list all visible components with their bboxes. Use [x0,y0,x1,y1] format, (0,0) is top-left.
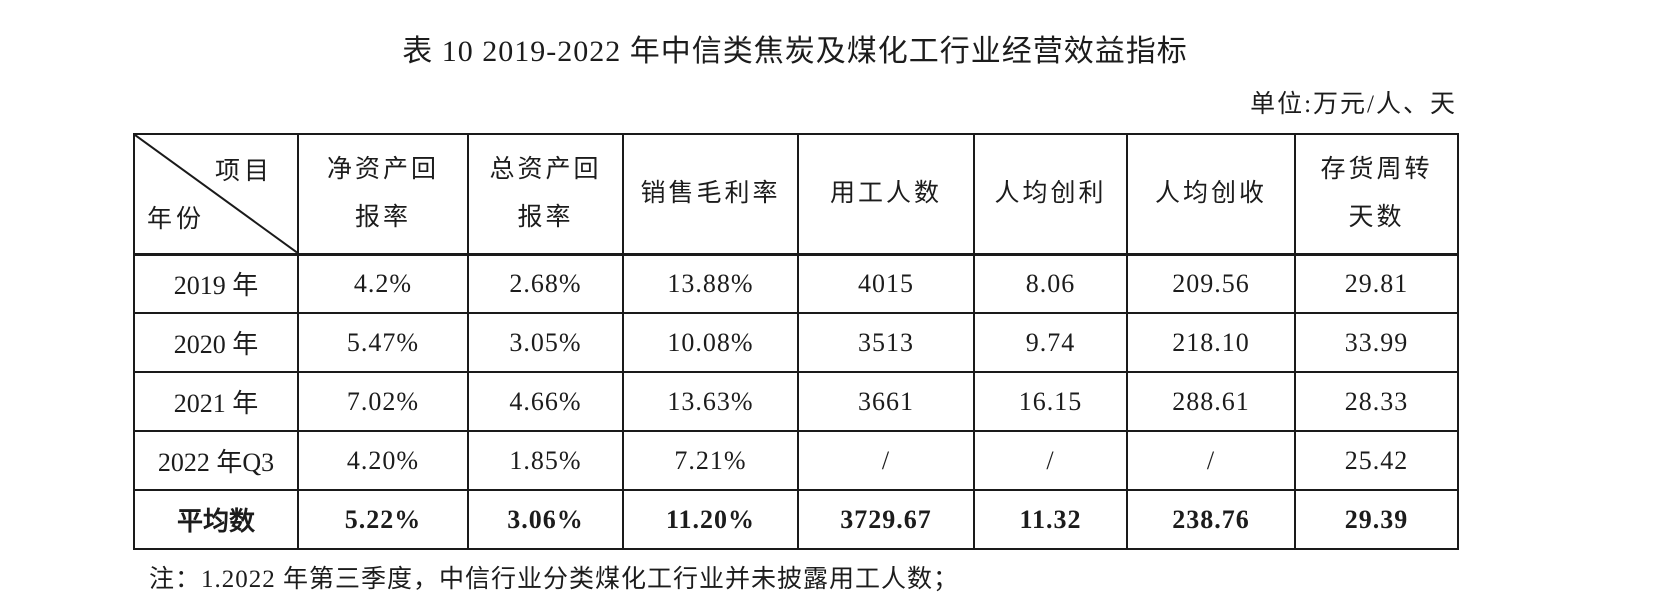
diagonal-divider-line [135,135,297,253]
year-cell: 2022 年Q3 [133,430,299,491]
header-cell-gross-margin: 销售毛利率 [622,133,799,256]
table-title: 表 10 2019-2022 年中信类焦炭及煤化工行业经营效益指标 [402,35,1188,68]
footnote: 注：1.2022 年第三季度，中信行业分类煤化工行业并未披露用工人数； [149,566,960,593]
value-cell: 2.68% [467,253,624,314]
table-row-2022q3: 2022 年Q3 4.20% 1.85% 7.21% / / / 25.42 [133,430,1459,491]
value-cell: / [797,430,975,491]
value-cell: 5.47% [297,312,469,373]
value-cell: 29.39 [1294,489,1459,550]
value-cell: 11.32 [973,489,1128,550]
value-cell: 218.10 [1126,312,1296,373]
header-cell-net-asset-return: 净资产回 报率 [297,133,469,256]
year-cell: 平均数 [133,489,299,550]
unit-label: 单位:万元/人、天 [1250,91,1457,118]
header-cell-revenue-per-capita: 人均创收 [1126,133,1296,256]
value-cell: 10.08% [622,312,799,373]
value-cell: 3729.67 [797,489,975,550]
value-cell: 209.56 [1126,253,1296,314]
value-cell: 5.22% [297,489,469,550]
data-table: 项目 年份 净资产回 报率 总资产回 报率 销售毛利率 用工人数 人均创利 [133,133,1459,550]
header-cell-profit-per-capita: 人均创利 [973,133,1128,256]
value-cell: 4.20% [297,430,469,491]
table-row-average: 平均数 5.22% 3.06% 11.20% 3729.67 11.32 238… [133,489,1459,550]
value-cell: 13.63% [622,371,799,432]
header-cell-inventory-turnover-days: 存货周转 天数 [1294,133,1459,256]
header-cell-employee-count: 用工人数 [797,133,975,256]
header-cell-total-asset-return: 总资产回 报率 [467,133,624,256]
value-cell: / [1126,430,1296,491]
year-cell: 2019 年 [133,253,299,314]
value-cell: 13.88% [622,253,799,314]
value-cell: 4.66% [467,371,624,432]
value-cell: 11.20% [622,489,799,550]
value-cell: 3661 [797,371,975,432]
value-cell: 288.61 [1126,371,1296,432]
value-cell: 29.81 [1294,253,1459,314]
value-cell: 4.2% [297,253,469,314]
table-row-2021: 2021 年 7.02% 4.66% 13.63% 3661 16.15 288… [133,371,1459,432]
corner-header-cell: 项目 年份 [133,133,299,256]
value-cell: 3.05% [467,312,624,373]
value-cell: 3.06% [467,489,624,550]
corner-label-year: 年份 [147,205,206,233]
value-cell: / [973,430,1128,491]
document-page: 表 10 2019-2022 年中信类焦炭及煤化工行业经营效益指标 单位:万元/… [133,0,1459,595]
value-cell: 1.85% [467,430,624,491]
value-cell: 16.15 [973,371,1128,432]
value-cell: 3513 [797,312,975,373]
table-row-2019: 2019 年 4.2% 2.68% 13.88% 4015 8.06 209.5… [133,253,1459,314]
value-cell: 25.42 [1294,430,1459,491]
value-cell: 9.74 [973,312,1128,373]
value-cell: 33.99 [1294,312,1459,373]
value-cell: 238.76 [1126,489,1296,550]
table-header-row: 项目 年份 净资产回 报率 总资产回 报率 销售毛利率 用工人数 人均创利 [133,133,1459,256]
year-cell: 2020 年 [133,312,299,373]
value-cell: 8.06 [973,253,1128,314]
value-cell: 7.21% [622,430,799,491]
value-cell: 4015 [797,253,975,314]
value-cell: 7.02% [297,371,469,432]
value-cell: 28.33 [1294,371,1459,432]
year-cell: 2021 年 [133,371,299,432]
corner-label-item: 项目 [214,158,273,185]
table-row-2020: 2020 年 5.47% 3.05% 10.08% 3513 9.74 218.… [133,312,1459,373]
